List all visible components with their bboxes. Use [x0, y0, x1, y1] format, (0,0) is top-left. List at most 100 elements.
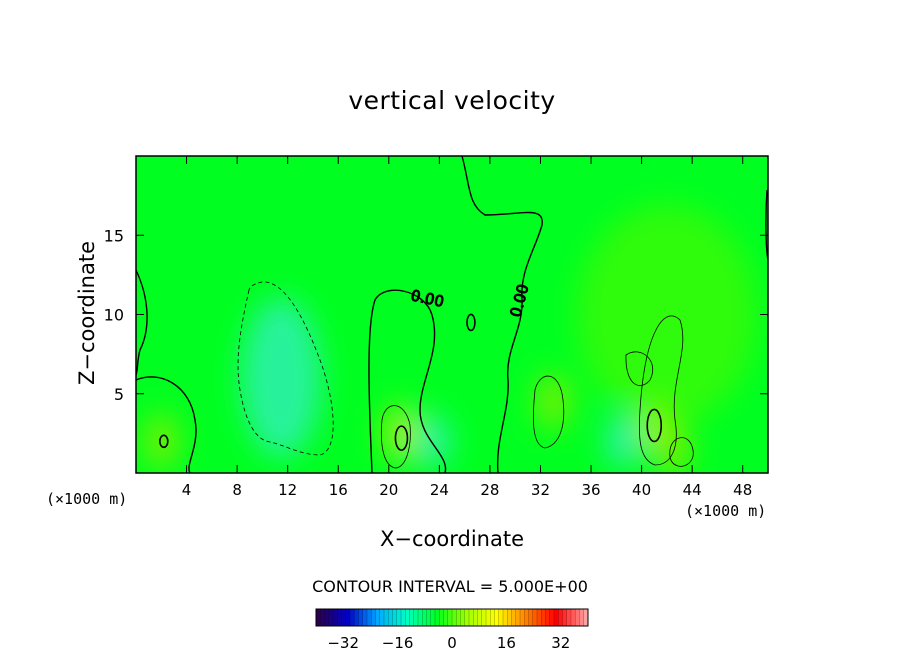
colorbar-segment [371, 609, 376, 626]
colorbar-segment [443, 609, 449, 626]
colorbar-segment [477, 609, 483, 626]
colorbar-frame [315, 608, 589, 627]
downdraft-region [241, 297, 322, 458]
colorbar-segment [328, 609, 334, 626]
colorbar-tick-label: −32 [327, 634, 359, 652]
x-tick-label: 32 [531, 481, 550, 499]
chart-title: vertical velocity [348, 86, 556, 115]
colorbar-segment [469, 609, 474, 626]
colorbar-segment [456, 609, 461, 626]
colorbar-segment [528, 609, 534, 626]
colorbar-segment [384, 609, 389, 626]
colorbar-segment [354, 609, 359, 626]
colorbar-segment [541, 609, 546, 626]
colorbar-segment [358, 609, 364, 626]
colorbar-segment [494, 609, 500, 626]
contour-closed [159, 434, 169, 449]
colorbar-segment [537, 609, 542, 626]
y-tick-label: 10 [104, 306, 124, 325]
colorbar-segment [316, 609, 321, 626]
colorbar-segment [524, 609, 529, 626]
colorbar-segment [481, 609, 487, 626]
x-tick-label: 20 [379, 481, 398, 499]
colorbar-segment [545, 609, 551, 626]
colorbar-segment [498, 609, 504, 626]
colorbar-segment [464, 609, 470, 626]
contour-line [532, 375, 565, 449]
colorbar-segment [324, 609, 330, 626]
colorbar-segment [439, 609, 444, 626]
colorbar-tick-label: −16 [382, 634, 414, 652]
colorbar-segment [503, 609, 508, 626]
colorbar-segment [409, 609, 415, 626]
contour-line [237, 281, 334, 456]
colorbar-segment [405, 609, 410, 626]
contour-interval-text: CONTOUR INTERVAL = 5.000E+00 [312, 577, 588, 596]
colorbar-segment [379, 609, 385, 626]
colorbar-segment [558, 609, 563, 626]
x-tick-label: 4 [182, 481, 192, 499]
colorbar-segment [388, 609, 393, 626]
y-tick-label: 5 [114, 385, 124, 404]
colorbar-segment [566, 609, 572, 626]
colorbar-segment [490, 609, 495, 626]
colorbar-segment [447, 609, 453, 626]
contour-closed [394, 425, 409, 451]
colorbar-segment [515, 609, 521, 626]
velocity-field [136, 156, 768, 473]
colorbar-segment [549, 609, 555, 626]
x-tick-label: 28 [480, 481, 499, 499]
field-anomalies [143, 204, 757, 473]
contour-closed [466, 313, 476, 332]
downdraft-region [604, 413, 641, 470]
x-tick-label: 40 [632, 481, 651, 499]
colorbar-segment [579, 609, 585, 626]
colorbar-segment [554, 609, 559, 626]
colorbar-segment [345, 609, 351, 626]
colorbar-segment [367, 609, 372, 626]
x-tick-label: 8 [232, 481, 242, 499]
downdraft-region [415, 413, 452, 470]
contour-line [380, 405, 411, 469]
colorbar-segment [375, 609, 381, 626]
x-unit-label: (×1000 m) [685, 502, 767, 520]
colorbar-segment [571, 609, 576, 626]
x-tick-label: 48 [733, 481, 752, 499]
x-tick-label: 16 [329, 481, 348, 499]
colorbar-segment [350, 609, 355, 626]
colorbar-segment [575, 609, 580, 626]
contour-line [625, 351, 654, 386]
colorbar-segment [460, 609, 466, 626]
updraft-region [383, 405, 420, 462]
contour-line [669, 437, 694, 467]
y-unit-label: (×1000 m) [46, 490, 128, 508]
contour-zero-line [136, 376, 197, 473]
colorbar-ticks: −32 −16 0 16 32 [327, 634, 570, 652]
x-tick-label: 44 [683, 481, 702, 499]
colorbar [315, 608, 589, 627]
colorbar-segment [520, 609, 525, 626]
colorbar-segment [362, 609, 368, 626]
x-axis-label-wrap: X−coordinate [0, 527, 904, 551]
contour-zero-line [461, 156, 543, 473]
x-tick-label: 12 [278, 481, 297, 499]
colorbar-segment [511, 609, 517, 626]
colorbar-segment [333, 609, 338, 626]
y-tick-label: 15 [104, 226, 124, 245]
colorbar-segment [426, 609, 432, 626]
x-tick-label: 36 [581, 481, 600, 499]
colorbar-segment [337, 609, 342, 626]
colorbar-segment [532, 609, 538, 626]
updraft-region [535, 373, 572, 430]
colorbar-segment [422, 609, 427, 626]
y-axis-ticks: 5 10 15 [104, 226, 768, 404]
colorbar-segment [401, 609, 406, 626]
colorbar-segment [396, 609, 402, 626]
colorbar-segment [413, 609, 419, 626]
contour-zero-line [368, 289, 447, 473]
updraft-region [143, 413, 180, 470]
colorbar-tick-label: 32 [551, 634, 570, 652]
colorbar-segment [562, 609, 568, 626]
contour-closed [646, 408, 663, 443]
